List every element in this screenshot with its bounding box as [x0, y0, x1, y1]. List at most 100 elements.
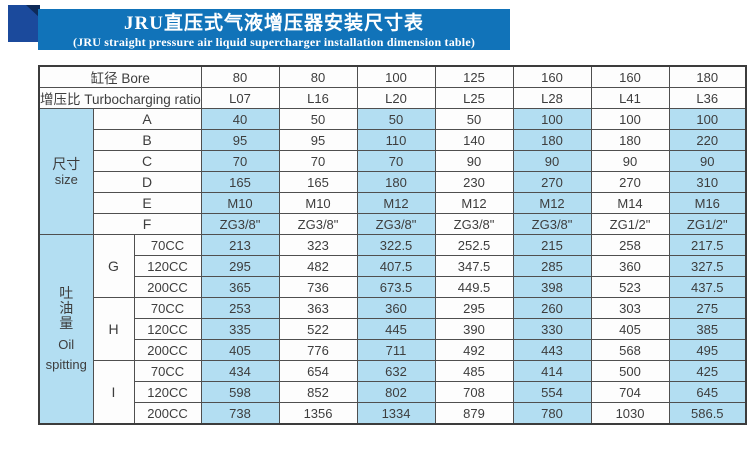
oil-H-70CC-value: 295 — [434, 297, 514, 319]
table-row: F ZG3/8" ZG3/8" ZG3/8" ZG3/8" ZG3/8" ZG1/2" ZG1… — [39, 213, 747, 235]
cc-cell: 120CC — [133, 381, 202, 403]
dim-C-value: 70 — [356, 150, 436, 172]
oil-I-70CC-value: 434 — [200, 360, 280, 382]
oil-G-200CC-value: 523 — [590, 276, 670, 298]
dim-E-value: M10 — [278, 192, 358, 214]
oil-G-200CC-value: 673.5 — [356, 276, 436, 298]
oil-letter-cell: I — [92, 360, 135, 425]
oil-H-200CC-value: 711 — [356, 339, 436, 361]
oil-H-200CC-value: 405 — [200, 339, 280, 361]
bore-value: 80 — [278, 65, 358, 88]
dim-E-value: M10 — [200, 192, 280, 214]
oil-I-200CC-value: 1334 — [356, 402, 436, 425]
oil-I-200CC-value: 780 — [512, 402, 592, 425]
table-row: E M10 M10 M12 M12 M12 M14 M16 — [39, 192, 747, 214]
ratio-value: L28 — [512, 87, 592, 109]
cc-cell: 70CC — [133, 234, 202, 256]
dim-letter-cell: A — [92, 108, 202, 130]
oil-G-120CC-value: 327.5 — [668, 255, 747, 277]
oil-I-200CC-value: 1356 — [278, 402, 358, 425]
oil-label-cn-char: 吐 — [59, 284, 74, 301]
dimension-table-wrap: 缸径 Bore 80 80 100 125 160 160 180 增压比 Turbocharg… — [38, 65, 748, 425]
bore-value: 80 — [200, 65, 280, 88]
oil-I-70CC-value: 632 — [356, 360, 436, 382]
table-row: B 95 95 110 140 180 180 220 — [39, 129, 747, 151]
dim-A-value: 100 — [512, 108, 592, 130]
table-row: 120CC 295 482 407.5 347.5 285 360 327.5 — [39, 255, 747, 277]
oil-G-70CC-value: 215 — [512, 234, 592, 256]
oil-G-70CC-value: 217.5 — [668, 234, 747, 256]
table-row: D 165 165 180 230 270 270 310 — [39, 171, 747, 193]
oil-H-120CC-value: 445 — [356, 318, 436, 340]
oil-H-70CC-value: 363 — [278, 297, 358, 319]
dim-F-value: ZG3/8" — [434, 213, 514, 235]
oil-G-120CC-value: 482 — [278, 255, 358, 277]
dim-E-value: M12 — [512, 192, 592, 214]
dim-A-value: 100 — [590, 108, 670, 130]
bore-value: 160 — [590, 65, 670, 88]
dim-E-value: M12 — [434, 192, 514, 214]
dim-B-value: 140 — [434, 129, 514, 151]
oil-G-200CC-value: 736 — [278, 276, 358, 298]
table-row: 200CC 365 736 673.5 449.5 398 523 437.5 — [39, 276, 747, 298]
cc-cell: 200CC — [133, 276, 202, 298]
dim-D-value: 230 — [434, 171, 514, 193]
dim-E-value: M12 — [356, 192, 436, 214]
oil-I-70CC-value: 500 — [590, 360, 670, 382]
oil-I-70CC-value: 425 — [668, 360, 747, 382]
dim-D-value: 165 — [200, 171, 280, 193]
oil-I-70CC-value: 414 — [512, 360, 592, 382]
oil-letter-cell: G — [92, 234, 135, 298]
oil-G-70CC-value: 323 — [278, 234, 358, 256]
dim-C-value: 90 — [590, 150, 670, 172]
page-subtitle: (JRU straight pressure air liquid superc… — [72, 35, 476, 49]
ratio-value: L25 — [434, 87, 514, 109]
dim-F-value: ZG3/8" — [356, 213, 436, 235]
oil-G-120CC-value: 295 — [200, 255, 280, 277]
oil-H-200CC-value: 495 — [668, 339, 747, 361]
oil-label-cn-char: 量 — [59, 314, 74, 331]
dim-F-value: ZG1/2" — [668, 213, 747, 235]
bore-value: 125 — [434, 65, 514, 88]
oil-label-en-2: spitting — [45, 356, 87, 372]
dim-letter-cell: D — [92, 171, 202, 193]
oil-H-70CC-value: 253 — [200, 297, 280, 319]
dim-B-value: 95 — [200, 129, 280, 151]
size-label-en: size — [54, 171, 78, 187]
table-row: C 70 70 70 90 90 90 90 — [39, 150, 747, 172]
oil-G-120CC-value: 407.5 — [356, 255, 436, 277]
ratio-value: L36 — [668, 87, 747, 109]
oil-G-120CC-value: 285 — [512, 255, 592, 277]
oil-H-120CC-value: 330 — [512, 318, 592, 340]
bore-label-cell: 缸径 Bore — [38, 65, 202, 88]
ratio-value: L07 — [200, 87, 280, 109]
oil-I-70CC-value: 485 — [434, 360, 514, 382]
table-row: I 70CC 434 654 632 485 414 500 425 — [39, 360, 747, 425]
cc-cell: 120CC — [133, 255, 202, 277]
size-section-label: 尺寸 size — [38, 108, 94, 235]
dim-D-value: 270 — [512, 171, 592, 193]
oil-H-200CC-value: 492 — [434, 339, 514, 361]
oil-letter-cell: H — [92, 297, 135, 361]
dim-D-value: 270 — [590, 171, 670, 193]
oil-H-200CC-value: 776 — [278, 339, 358, 361]
oil-section-label: 吐油量 Oil spitting — [38, 234, 94, 425]
dim-B-value: 180 — [590, 129, 670, 151]
dim-letter-cell: F — [92, 213, 202, 235]
table-row: 尺寸 size A 40 50 50 50 100 100 100 — [38, 108, 747, 235]
oil-H-70CC-value: 303 — [590, 297, 670, 319]
oil-label-en-1: Oil — [58, 336, 75, 352]
oil-I-120CC-value: 645 — [668, 381, 747, 403]
dim-B-value: 110 — [356, 129, 436, 151]
oil-H-120CC-value: 385 — [668, 318, 747, 340]
oil-I-200CC-value: 738 — [200, 402, 280, 425]
size-label-cn: 尺寸 — [52, 155, 81, 172]
cc-cell: 120CC — [133, 318, 202, 340]
oil-I-200CC-value: 1030 — [590, 402, 670, 425]
oil-I-120CC-value: 802 — [356, 381, 436, 403]
ratio-value: L41 — [590, 87, 670, 109]
dim-A-value: 50 — [356, 108, 436, 130]
oil-I-70CC-value: 654 — [278, 360, 358, 382]
dim-C-value: 90 — [434, 150, 514, 172]
